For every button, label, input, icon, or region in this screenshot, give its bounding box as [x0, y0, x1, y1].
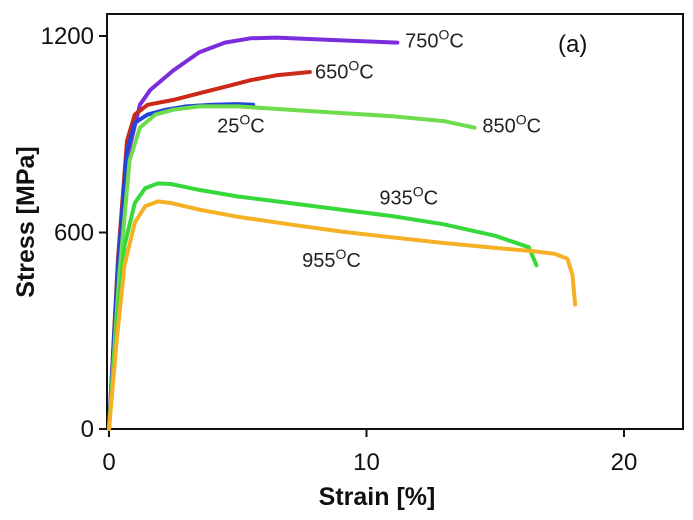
y-tick-label: 0: [81, 416, 94, 443]
series-line: [107, 104, 477, 431]
series-line: [107, 181, 539, 431]
series-line: [107, 199, 578, 431]
y-axis-title: Stress [MPa]: [12, 146, 40, 297]
y-tick-label: 1200: [41, 23, 94, 50]
axis-ticks: 0 10 20 0 600 1200: [41, 23, 638, 476]
x-tick-label: 0: [102, 449, 115, 476]
x-axis-title: Strain [%]: [319, 483, 436, 511]
x-tick-label: 10: [353, 449, 380, 476]
temperature-annotation: 850OC: [482, 112, 541, 138]
temperature-annotation: 25OC: [217, 112, 265, 138]
panel-label: (a): [558, 31, 587, 58]
temperature-annotation: 750OC: [405, 26, 464, 52]
temperature-annotation: 955OC: [302, 246, 361, 272]
series-group: [107, 35, 578, 431]
plot-frame: [106, 13, 684, 430]
x-tick-label: 20: [611, 449, 638, 476]
annotations-group: 750OC 650OC 25OC 850OC 935OC 955OC: [217, 26, 541, 271]
temperature-annotation: 935OC: [379, 184, 438, 210]
y-tick-label: 600: [54, 220, 94, 247]
temperature-annotation: 650OC: [315, 58, 374, 84]
